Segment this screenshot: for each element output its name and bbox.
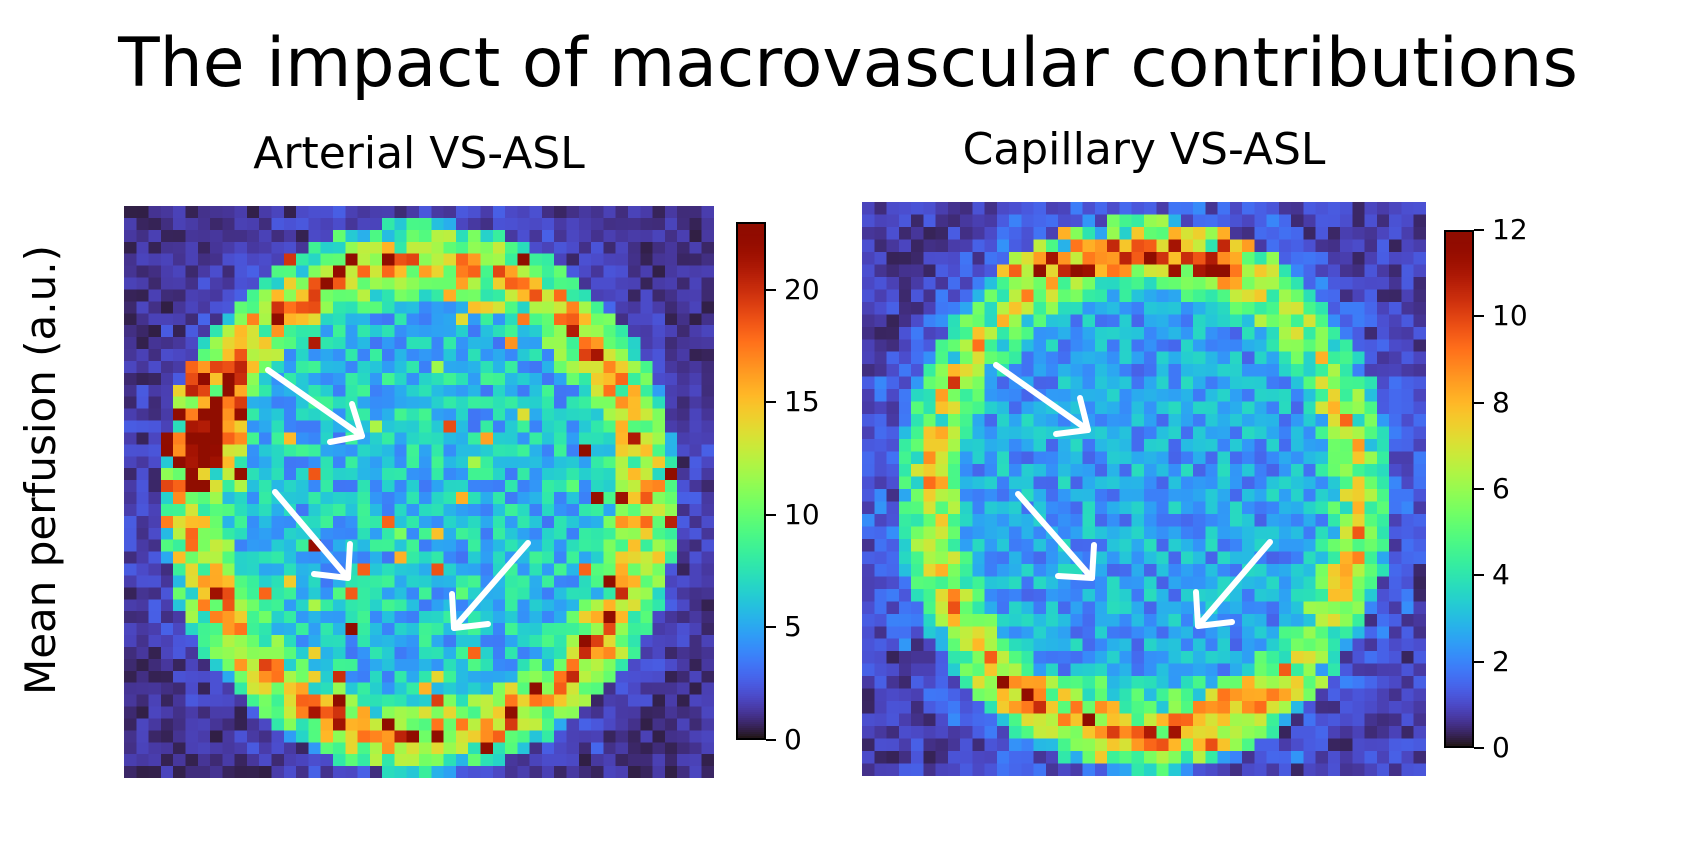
colorbar-tick-label: 12 xyxy=(1492,213,1528,246)
colorbar-tick xyxy=(766,401,776,404)
colorbar-tick-label: 10 xyxy=(784,497,820,531)
y-axis-label: Mean perfusion (a.u.) xyxy=(16,245,65,696)
colorbar-tick-label: 0 xyxy=(784,723,802,756)
colorbar-tick xyxy=(1474,660,1484,663)
colorbar-tick-label: 6 xyxy=(1492,472,1510,505)
colorbar-tick xyxy=(766,513,776,516)
colorbar-tick-label: 2 xyxy=(1492,644,1510,678)
colorbar-arterial xyxy=(736,222,766,740)
colorbar-tick-label: 4 xyxy=(1492,558,1510,592)
colorbar-tick-label: 5 xyxy=(784,610,802,644)
colorbar-tick-label: 15 xyxy=(784,385,820,419)
colorbar-tick xyxy=(1474,401,1484,404)
colorbar-tick xyxy=(1474,574,1484,577)
colorbar-ticks-capillary: 0 2 4 6 8 10 12 xyxy=(1474,214,1564,764)
colorbar-capillary xyxy=(1444,230,1474,748)
colorbar-ticks-arterial: 0 5 10 15 20 xyxy=(766,222,846,756)
colorbar-tick-label: 20 xyxy=(784,272,820,306)
colorbar-tick-label: 8 xyxy=(1492,385,1510,419)
colorbar-tick-label: 10 xyxy=(1492,299,1528,333)
panel-title-capillary: Capillary VS-ASL xyxy=(962,124,1326,175)
colorbar-tick xyxy=(766,626,776,629)
colorbar-tick xyxy=(766,288,776,291)
perfusion-map-arterial xyxy=(124,206,714,778)
colorbar-tick xyxy=(1474,229,1484,231)
colorbar-tick xyxy=(1474,315,1484,318)
figure-title: The impact of macrovascular contribution… xyxy=(118,24,1578,103)
perfusion-map-capillary xyxy=(862,202,1426,776)
colorbar-tick xyxy=(1474,747,1484,749)
colorbar-tick-label: 0 xyxy=(1492,731,1510,764)
panel-title-arterial: Arterial VS-ASL xyxy=(253,128,585,179)
colorbar-tick xyxy=(1474,488,1484,490)
colorbar-tick xyxy=(766,739,776,741)
